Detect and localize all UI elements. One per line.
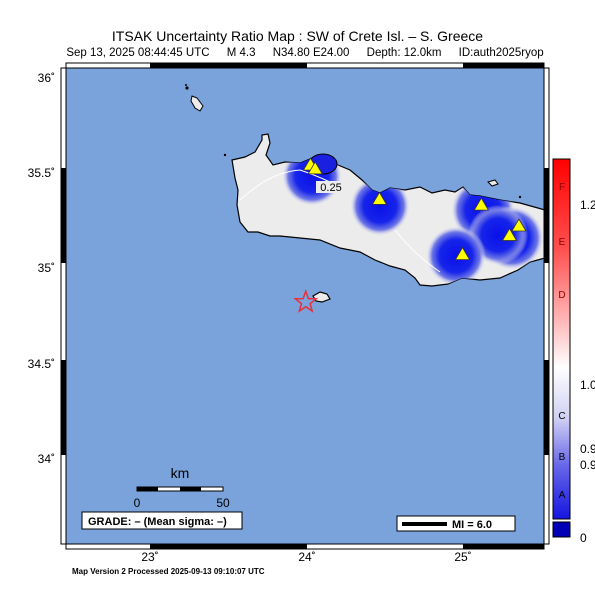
colorbar-letter-f: F (559, 182, 565, 193)
scale-end: 50 (216, 496, 230, 510)
scale-start: 0 (134, 496, 141, 510)
event-location: N34.80 E24.00 (272, 47, 350, 59)
colorbar-letter-b: B (559, 452, 566, 463)
colorbar-value-1-0: 1.0 (580, 378, 595, 392)
ocean (66, 68, 544, 544)
map-border (60, 62, 550, 550)
colorbar-value-1-2: 1.2 (580, 198, 595, 212)
colorbar-value-0-9a: 0.9 (580, 442, 595, 456)
colorbar-letter-d: D (558, 290, 565, 301)
mi-box: MI = 6.0 (452, 519, 492, 531)
island-antikythera (190, 95, 204, 112)
lon-label-25: 25˚ (454, 550, 471, 564)
lat-label-35-5: 35.5˚ (28, 166, 55, 180)
colorbar: F E D C B A 1.2 1.0 0.9 0.9 0 (552, 158, 595, 545)
epicenter-star (293, 288, 319, 313)
colorbar-value-0-9b: 0.9 (580, 458, 595, 472)
station-marker (511, 218, 527, 232)
island-gavdos (312, 291, 331, 303)
map-title: ITSAK Uncertainty Ratio Map : SW of Cret… (111, 28, 484, 44)
colorbar-letter-a: A (559, 490, 566, 501)
lat-label-34: 34˚ (38, 452, 55, 466)
station-marker (473, 197, 490, 211)
grade-box: GRADE: – (Mean sigma: –) (88, 516, 227, 528)
processing-footer: Map Version 2 Processed 2025-09-13 09:10… (72, 567, 265, 576)
event-date: Sep 13, 2025 08:44:45 UTC (66, 47, 210, 59)
event-depth: Depth: 12.0km (366, 47, 442, 59)
station-marker (371, 191, 388, 205)
lon-label-24: 24˚ (298, 550, 315, 564)
lat-label-34-5: 34.5˚ (28, 357, 55, 371)
lat-label-36: 36˚ (38, 71, 55, 85)
colorbar-value-0: 0 (580, 531, 587, 545)
colorbar-letter-c: C (558, 411, 565, 422)
scale-unit: km (171, 465, 190, 481)
stations-layer (302, 157, 527, 260)
event-magnitude: M 4.3 (226, 47, 256, 59)
event-info: Sep 13, 2025 08:44:45 UTC M 4.3 N34.80 E… (0, 47, 595, 59)
lat-label-35: 35˚ (38, 261, 55, 275)
lon-label-23: 23˚ (141, 550, 158, 564)
station-marker (454, 246, 471, 260)
station-marker (501, 227, 518, 241)
event-id: ID:auth2025ryop (458, 47, 544, 59)
contour-label: 0.25 (320, 182, 341, 194)
colorbar-letter-e: E (559, 237, 566, 248)
station-marker (307, 161, 323, 175)
scale-bar: km 0 50 (134, 465, 230, 510)
